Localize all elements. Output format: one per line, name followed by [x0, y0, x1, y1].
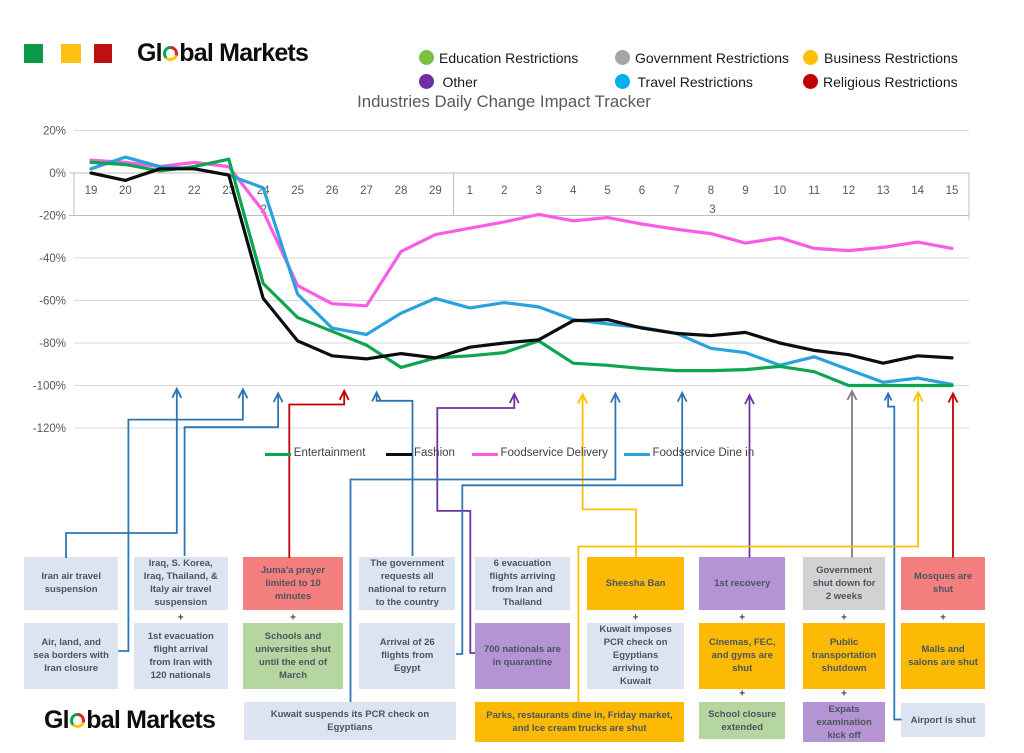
svg-text:13: 13 — [877, 185, 890, 197]
svg-text:11: 11 — [808, 185, 820, 197]
svg-text:5: 5 — [604, 185, 610, 197]
svg-text:2: 2 — [501, 185, 507, 197]
svg-text:29: 29 — [429, 185, 442, 197]
svg-text:-80%: -80% — [39, 338, 66, 350]
svg-text:19: 19 — [85, 185, 98, 197]
svg-text:-100%: -100% — [33, 381, 66, 393]
svg-text:14: 14 — [911, 185, 924, 197]
svg-text:0%: 0% — [49, 168, 66, 180]
svg-text:15: 15 — [946, 185, 959, 197]
svg-text:1: 1 — [467, 185, 473, 197]
svg-text:-40%: -40% — [39, 253, 66, 265]
svg-text:10: 10 — [773, 185, 786, 197]
svg-text:8: 8 — [708, 185, 714, 197]
svg-text:-60%: -60% — [39, 296, 66, 308]
svg-text:20%: 20% — [43, 126, 66, 138]
svg-text:22: 22 — [188, 185, 201, 197]
svg-text:27: 27 — [360, 185, 373, 197]
svg-text:20: 20 — [119, 185, 132, 197]
svg-text:7: 7 — [673, 185, 679, 197]
svg-text:6: 6 — [639, 185, 645, 197]
svg-text:26: 26 — [326, 185, 339, 197]
svg-text:21: 21 — [154, 185, 167, 197]
svg-text:28: 28 — [395, 185, 408, 197]
svg-text:12: 12 — [842, 185, 855, 197]
svg-text:-120%: -120% — [33, 423, 66, 435]
svg-text:-20%: -20% — [39, 211, 66, 223]
svg-text:9: 9 — [742, 185, 748, 197]
svg-text:3: 3 — [535, 185, 541, 197]
svg-text:3: 3 — [709, 204, 715, 216]
svg-text:25: 25 — [291, 185, 304, 197]
svg-text:4: 4 — [570, 185, 577, 197]
